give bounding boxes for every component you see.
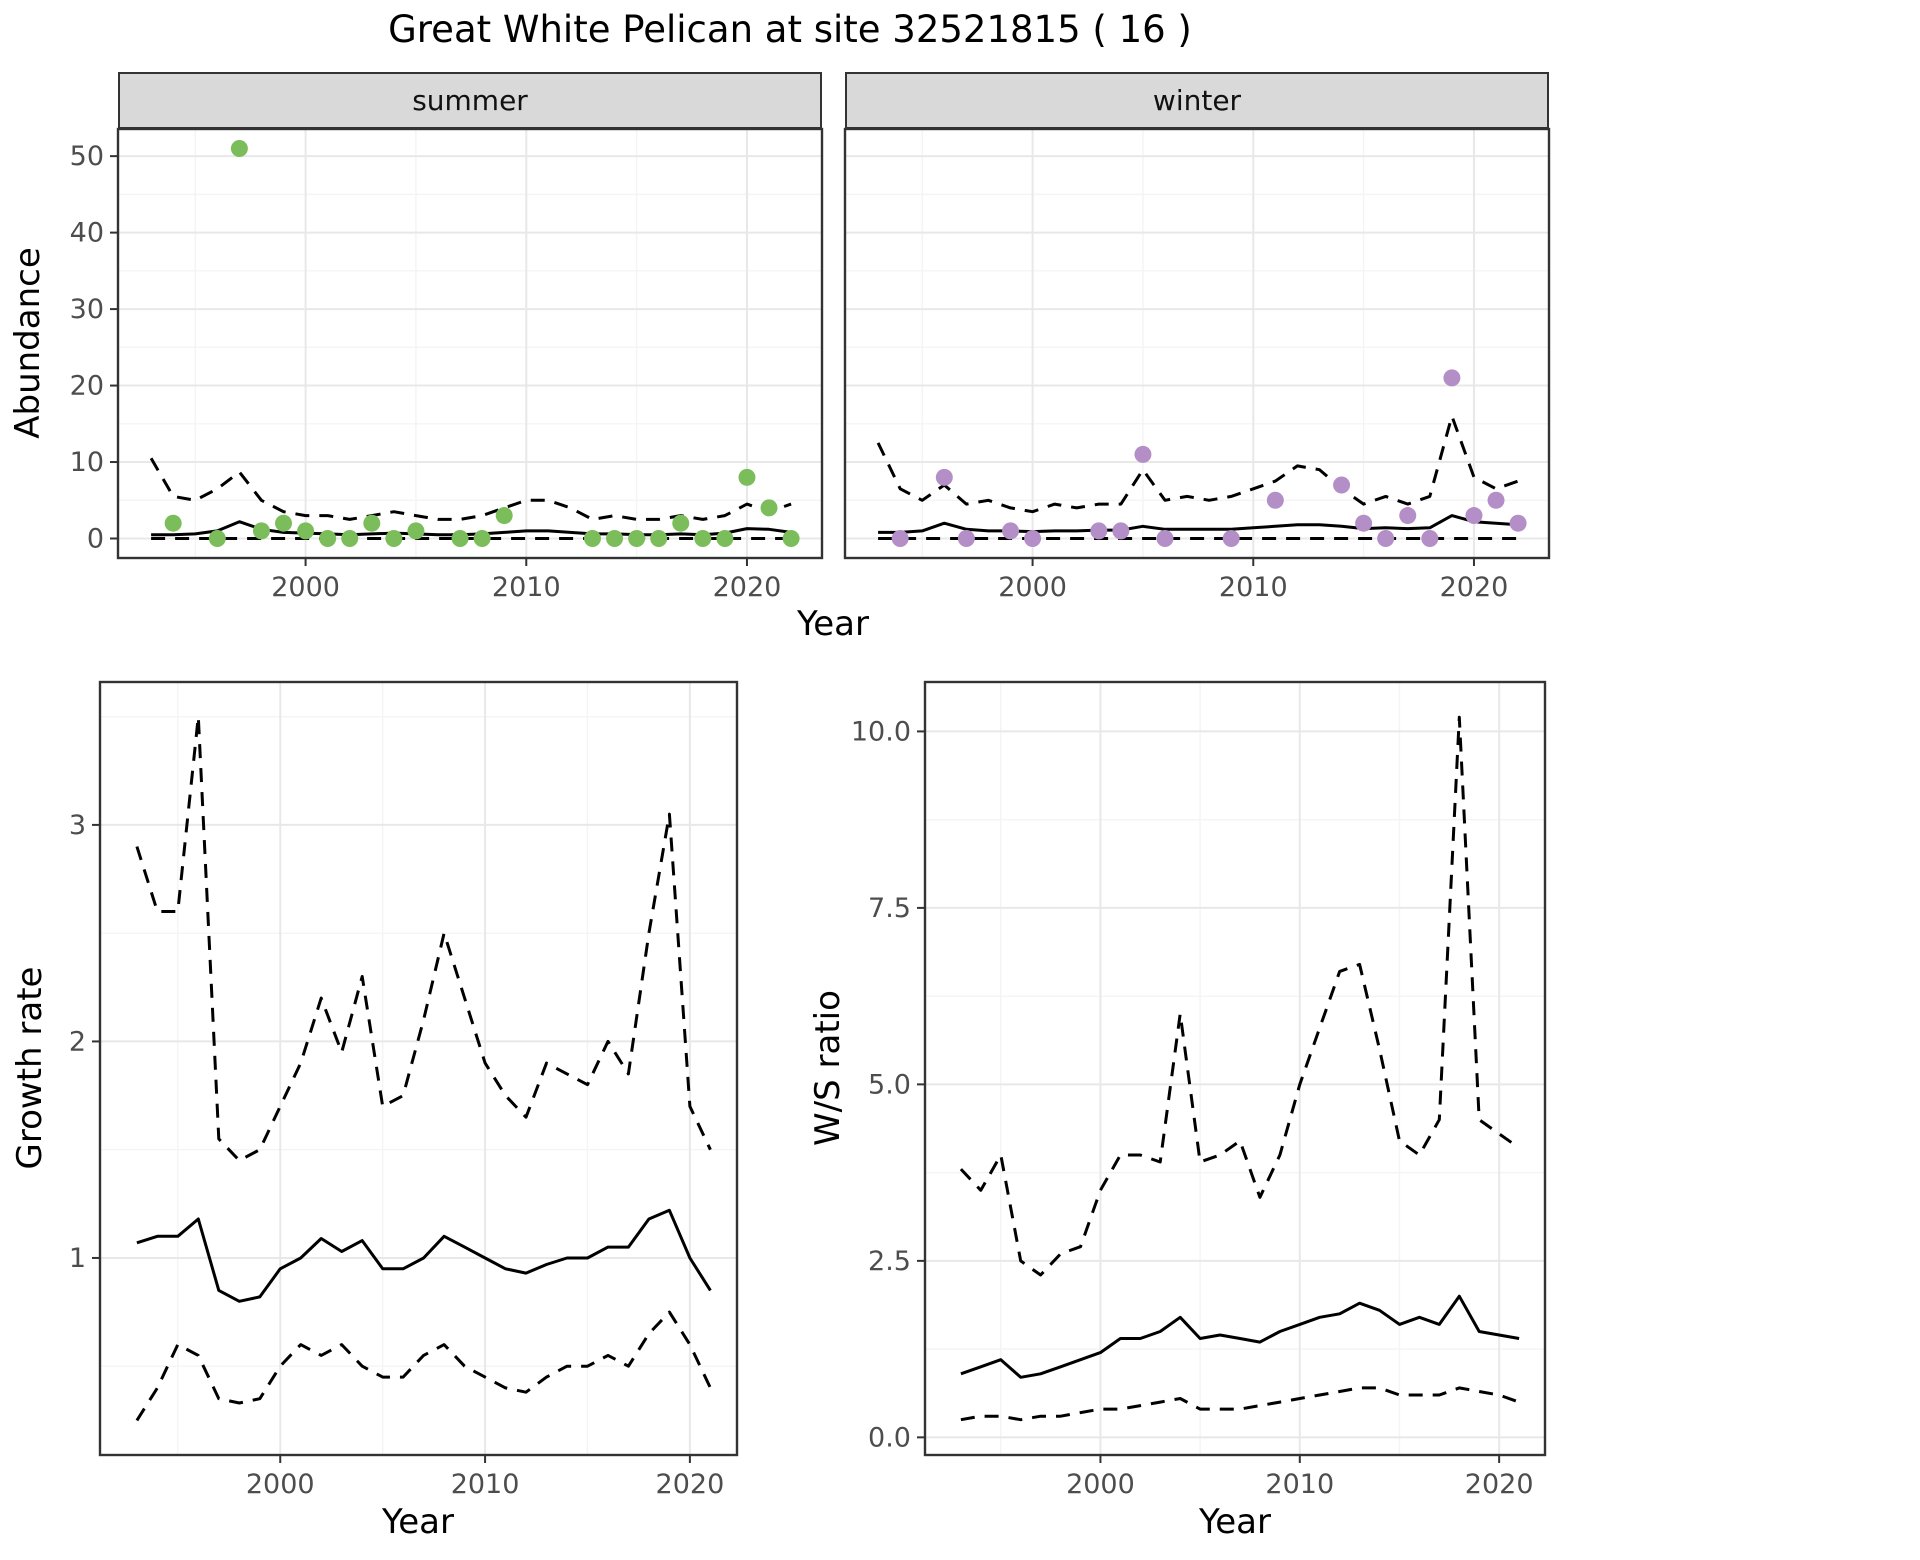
abundance-data-point (1112, 522, 1130, 540)
y-tick-label: 5.0 (868, 1069, 911, 1100)
y-tick-label: 0 (87, 524, 104, 555)
abundance-data-point (606, 530, 624, 547)
abundance-data-point (782, 530, 800, 547)
x-tick-label: 2000 (1066, 1469, 1135, 1500)
figure-title: Great White Pelican at site 32521815 ( 1… (388, 8, 1192, 51)
x-tick-label: 2000 (246, 1469, 315, 1500)
abundance-data-point (1399, 507, 1417, 525)
abundance-data-point (230, 140, 248, 157)
abundance-data-point (319, 530, 337, 547)
y-tick-label: 1 (69, 1243, 86, 1274)
panel-border (923, 680, 1547, 1457)
facet-strip-summer: summer (118, 72, 822, 129)
y-tick-label: 10 (70, 447, 104, 478)
abundance-data-point (341, 530, 359, 547)
abundance-data-point (672, 514, 690, 532)
x-axis-title-growth-rate: Year (382, 1502, 454, 1542)
abundance-data-point (164, 514, 182, 532)
abundance-data-point (1134, 445, 1152, 463)
abundance-data-point (1355, 514, 1373, 532)
abundance-data-point (297, 522, 315, 540)
x-axis-title-top: Year (797, 604, 869, 644)
abundance-data-point (650, 530, 668, 547)
abundance-data-point (1024, 530, 1042, 547)
panel-background (845, 129, 1549, 558)
abundance-data-point (1377, 530, 1395, 547)
panel-border (98, 680, 739, 1457)
credible-interval-line (135, 1310, 712, 1422)
x-tick-label: 2000 (998, 572, 1067, 603)
panel-border (843, 127, 1551, 560)
x-tick-label: 2000 (271, 572, 340, 603)
y-tick-label: 40 (70, 218, 104, 249)
panel-background (100, 682, 737, 1455)
facet-label-summer: summer (412, 84, 528, 117)
abundance-data-point (1443, 369, 1461, 387)
credible-interval-line (149, 457, 792, 521)
abundance-data-point (738, 468, 756, 486)
abundance-data-point (275, 514, 293, 532)
x-axis-title-ws-ratio: Year (1199, 1502, 1271, 1542)
abundance-data-point (1465, 507, 1483, 525)
x-tick-label: 2010 (492, 572, 561, 603)
median-line (878, 514, 1519, 534)
abundance-data-point (385, 530, 403, 547)
y-tick-label: 30 (70, 294, 104, 325)
credible-interval-line (135, 715, 712, 1162)
x-tick-label: 2010 (1265, 1469, 1334, 1500)
abundance-data-point (495, 507, 513, 525)
median-line (136, 1208, 712, 1303)
y-tick-label: 2 (69, 1026, 86, 1057)
y-tick-label: 0.0 (868, 1422, 911, 1453)
abundance-data-point (252, 522, 270, 540)
abundance-data-point (1156, 530, 1174, 547)
facet-strip-winter: winter (845, 72, 1549, 129)
median-line (960, 1294, 1520, 1379)
abundance-data-point (1090, 522, 1108, 540)
credible-interval-line (876, 414, 1519, 514)
x-tick-label: 2020 (1440, 572, 1509, 603)
credible-interval-line (959, 715, 1520, 1277)
x-tick-label: 2020 (656, 1469, 725, 1500)
x-tick-label: 2020 (1465, 1469, 1534, 1500)
abundance-data-point (1222, 530, 1240, 547)
abundance-data-point (1509, 514, 1527, 532)
x-tick-label: 2020 (713, 572, 782, 603)
abundance-data-point (208, 530, 226, 547)
abundance-data-point (760, 499, 778, 517)
abundance-data-point (716, 530, 734, 547)
abundance-data-point (473, 530, 491, 547)
y-tick-label: 2.5 (868, 1246, 911, 1277)
x-tick-label: 2010 (451, 1469, 520, 1500)
abundance-data-point (891, 530, 909, 547)
abundance-data-point (363, 514, 381, 532)
y-axis-title-growth-rate: Growth rate (10, 966, 50, 1170)
facet-label-winter: winter (1152, 84, 1242, 117)
abundance-data-point (957, 530, 975, 547)
abundance-data-point (1266, 491, 1284, 509)
x-tick-label: 2010 (1219, 572, 1288, 603)
abundance-data-point (407, 522, 425, 540)
abundance-data-point (694, 530, 712, 547)
panel-background (118, 129, 822, 558)
y-tick-label: 50 (70, 141, 104, 172)
abundance-data-point (935, 468, 953, 486)
abundance-data-point (1487, 491, 1505, 509)
abundance-data-point (1002, 522, 1020, 540)
abundance-data-point (451, 530, 469, 547)
y-axis-title-abundance: Abundance (8, 247, 48, 439)
y-tick-label: 10.0 (851, 716, 911, 747)
abundance-data-point (583, 530, 601, 547)
y-tick-label: 7.5 (868, 893, 911, 924)
abundance-data-point (628, 530, 646, 547)
y-axis-title-ws-ratio: W/S ratio (808, 990, 848, 1146)
abundance-data-point (1421, 530, 1439, 547)
panel-border (116, 127, 824, 560)
abundance-data-point (1333, 476, 1351, 494)
y-tick-label: 20 (70, 371, 104, 402)
y-tick-label: 3 (69, 810, 86, 841)
